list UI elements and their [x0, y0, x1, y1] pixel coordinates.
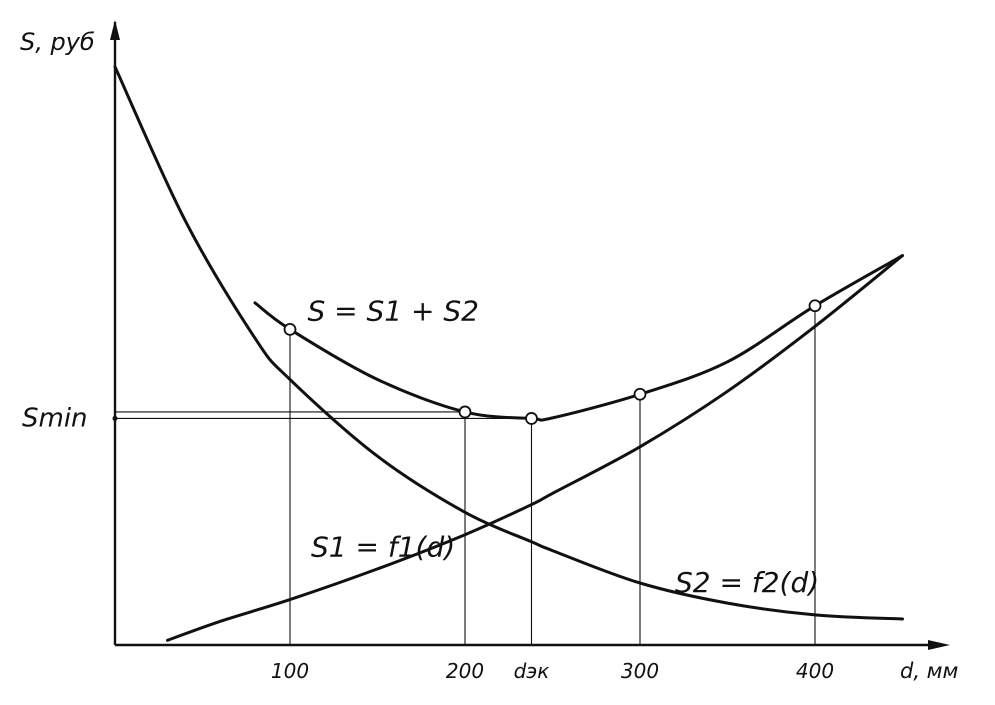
y-mark-label: Smin [22, 403, 88, 433]
series-line-s2-f2-d [166, 254, 904, 642]
labels: 100 200 dэк 300 400 Smin S, руб d, мм S = S1 + S… [20, 28, 959, 683]
series-label-s2-f2-d: S2 = f2(d) [675, 566, 819, 599]
x-tick-label-300: 300 [621, 659, 659, 683]
y-axis-arrow [110, 20, 120, 40]
y-axis-label: S, руб [20, 28, 95, 56]
point-marker-1 [458, 405, 472, 419]
point-marker-0 [283, 322, 297, 336]
point-marker-4 [808, 299, 822, 313]
axes [110, 20, 950, 650]
smin-axis-dot [112, 415, 118, 421]
x-tick-label-100: 100 [271, 659, 309, 683]
guide-lines [115, 305, 816, 645]
curves [113, 65, 904, 642]
series-line-s-s1-s2 [253, 254, 904, 422]
x-tick-label-200: 200 [446, 659, 484, 683]
x-axis-label: d, мм [900, 659, 959, 683]
x-tick-label-400: 400 [796, 659, 834, 683]
marked-points [112, 299, 822, 425]
x-tick-label-d: dэк [514, 659, 550, 683]
point-marker-2 [525, 412, 538, 425]
x-axis-arrow [928, 640, 950, 650]
point-marker-3 [633, 387, 647, 401]
series-label-s-s1-s2: S = S1 + S2 [308, 295, 479, 328]
series-label-s1-f1-d: S1 = f1(d) [311, 531, 455, 564]
series-line-s1-f1-d [113, 65, 904, 621]
